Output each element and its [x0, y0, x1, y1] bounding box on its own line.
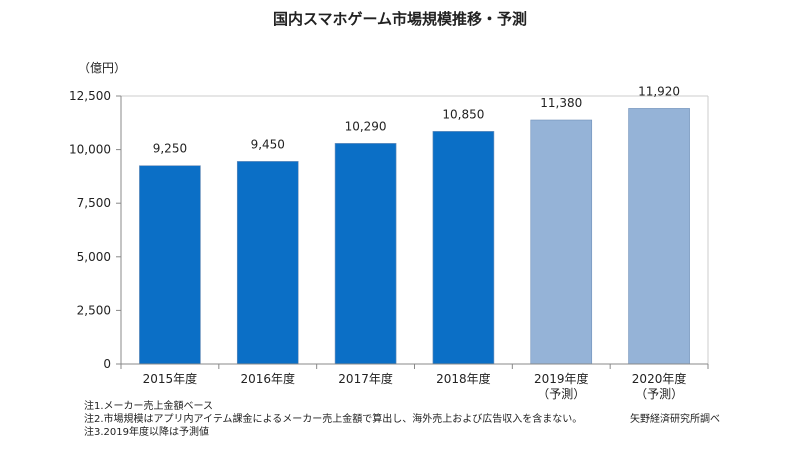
bar-5	[628, 108, 690, 365]
bar-2	[334, 143, 397, 365]
data-label-1: 9,450	[251, 137, 285, 151]
y-tick-label-3: 7,500	[77, 196, 111, 210]
bar-1	[236, 161, 299, 365]
chart-notes: 注1.メーカー売上金額ベース 注2.市場規模はアプリ内アイテム課金によるメーカー…	[84, 400, 582, 439]
data-label-2: 10,290	[345, 119, 387, 133]
x-tick-label-4-1: （予測）	[537, 387, 585, 401]
note-1: 注1.メーカー売上金額ベース	[84, 401, 214, 412]
chart-title: 国内スマホゲーム市場規模推移・予測	[272, 10, 528, 28]
note-2: 注2.市場規模はアプリ内アイテム課金によるメーカー売上金額で算出し、海外売上およ…	[84, 414, 583, 425]
source-credit: 矢野経済研究所調べ	[630, 414, 720, 425]
x-tick-label-4-0: 2019年度	[534, 371, 589, 386]
x-tick-label-1-0: 2016年度	[240, 371, 295, 386]
x-tick-label-2-0: 2017年度	[338, 371, 393, 386]
x-tick-label-0-0: 2015年度	[143, 371, 198, 386]
bar-0	[139, 165, 201, 365]
note-3: 注3.2019年度以降は予測値	[84, 427, 209, 438]
data-label-0: 9,250	[153, 142, 187, 156]
y-tick-label-1: 2,500	[77, 303, 111, 317]
y-axis-unit-label: （億円）	[78, 61, 126, 75]
y-tick-label-2: 5,000	[77, 250, 111, 264]
y-tick-label-5: 12,500	[69, 89, 111, 103]
bar-3	[432, 131, 495, 365]
y-tick-label-4: 10,000	[69, 143, 111, 157]
y-tick-label-0: 0	[103, 357, 111, 371]
data-label-4: 11,380	[540, 96, 582, 110]
data-label-3: 10,850	[442, 107, 484, 121]
x-tick-label-3-0: 2018年度	[436, 371, 491, 386]
x-tick-label-5-0: 2020年度	[632, 371, 687, 386]
x-tick-label-5-1: （予測）	[635, 387, 683, 401]
bar-4	[530, 119, 593, 365]
data-label-5: 11,920	[638, 84, 680, 98]
